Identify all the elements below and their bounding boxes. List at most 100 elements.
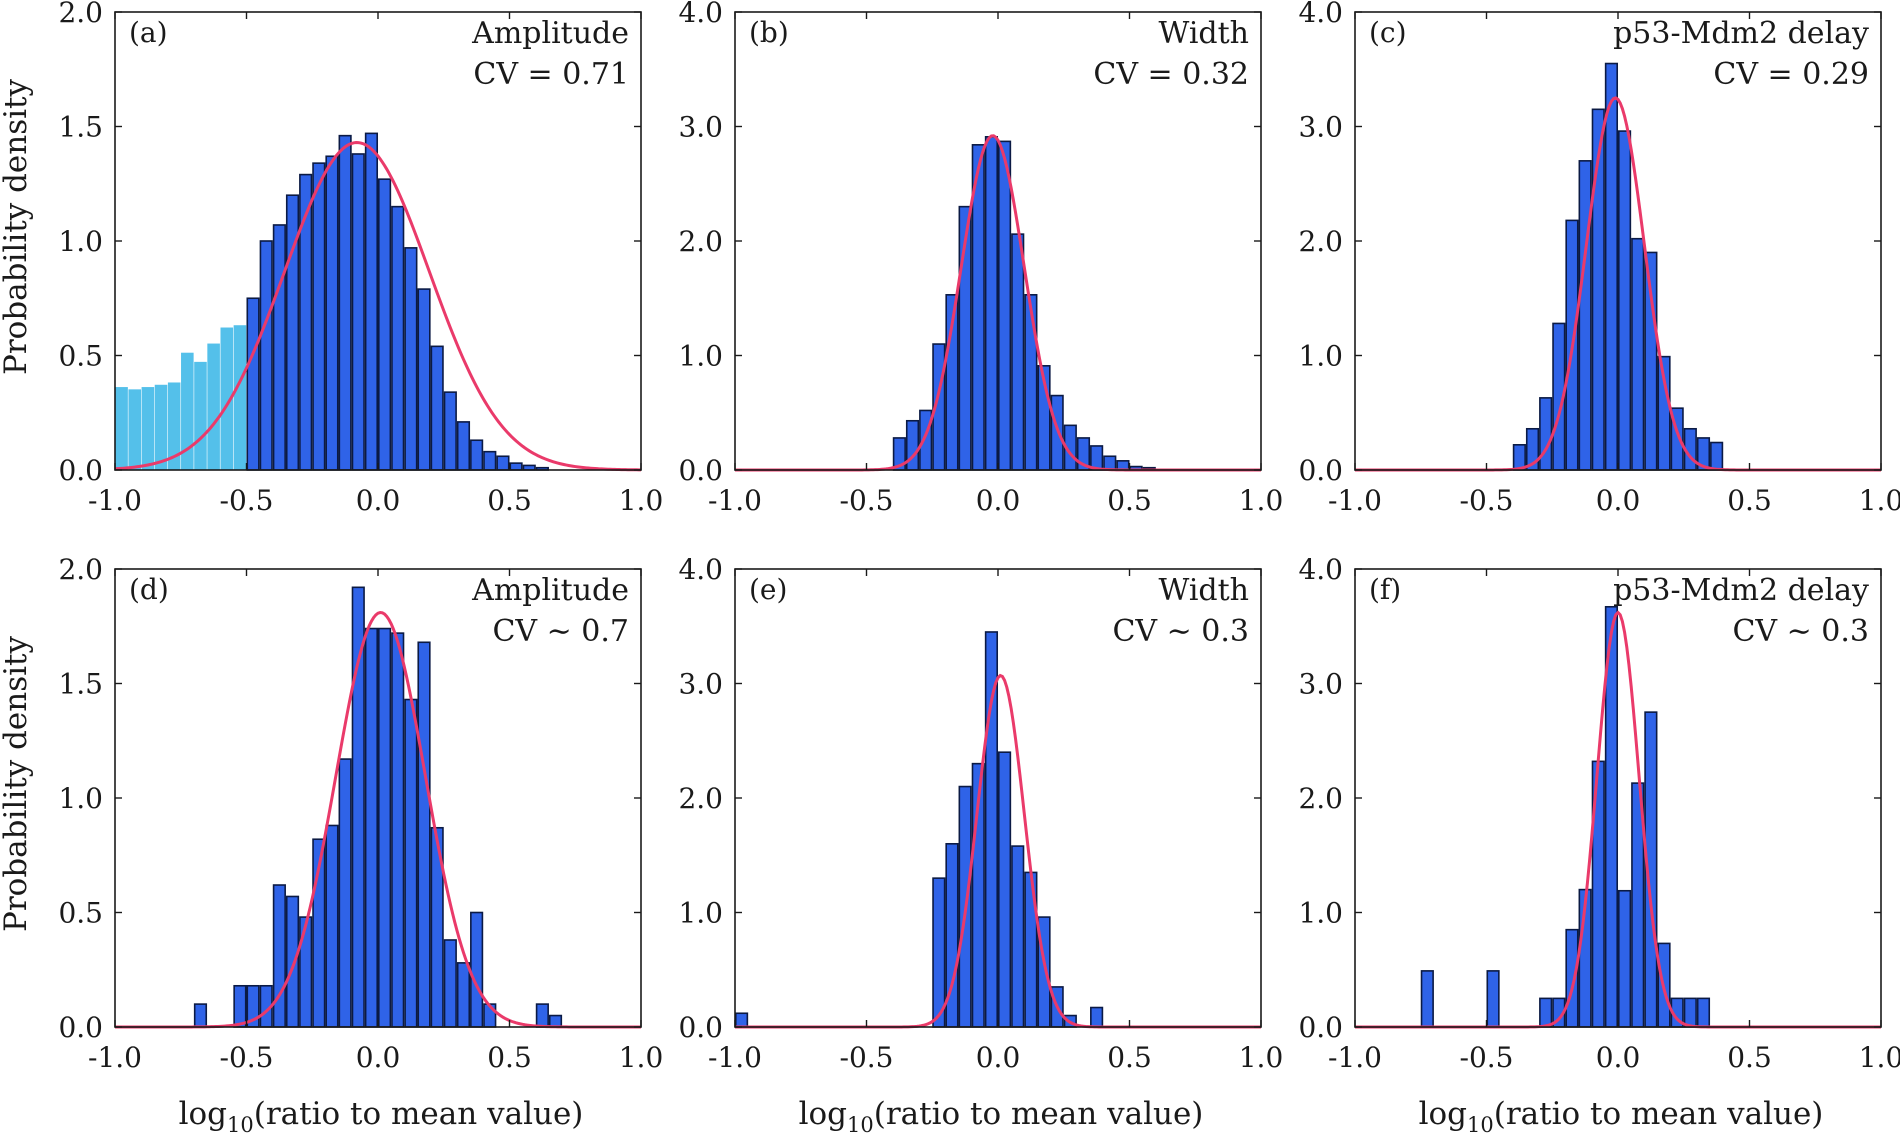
x-tick-label: 0.5 [1107,1041,1152,1074]
y-tick-label: 4.0 [678,0,723,29]
x-axis-label-suffix: (ratio to mean value) [254,1096,584,1132]
panel-b: -1.0 -0.5 0.0 0.5 1.0 0.0 1.0 2.0 3.0 4.0 (b) Width… [678,0,1283,517]
histogram-bar [299,916,313,1028]
histogram-bar [1683,997,1697,1028]
y-tick-label: 1.0 [678,897,723,930]
y-tick-label: 0.0 [678,454,723,487]
histogram-bar-excluded [194,361,207,471]
histogram-bar [1103,455,1117,471]
panel-c: -1.0 -0.5 0.0 0.5 1.0 0.0 1.0 2.0 3.0 4.0 (c) p53-M… [1298,0,1900,517]
gaussian-fit-curve [114,141,642,472]
x-tick-label: 1.0 [1859,1041,1900,1074]
histogram-bar [456,962,471,1028]
histogram-bar [1710,441,1724,471]
x-tick-label: -1.0 [88,1041,142,1074]
y-tick-label: 2.0 [1298,225,1343,258]
histogram-bar [509,462,523,471]
histogram-bar [364,132,379,471]
x-tick-label: -1.0 [88,484,142,517]
y-tick-label: 1.0 [1298,897,1343,930]
panel-cv: CV ∼ 0.3 [1112,614,1249,649]
histogram-bar [404,698,418,1028]
y-tick-label: 3.0 [1298,668,1343,701]
x-axis-label-prefix: log [1419,1096,1467,1132]
histogram-bar [1024,294,1038,471]
histogram-bar [443,391,457,471]
y-tick-label: 1.5 [58,668,103,701]
figure-labels: Probability density Probability density … [0,79,1823,1136]
y-tick-label: 1.0 [678,340,723,373]
panel-tag: (e) [749,573,787,606]
x-tick-label: 1.0 [1859,484,1900,517]
y-tick-label: 4.0 [678,553,723,586]
histogram-bar [919,409,933,471]
histogram-bar [984,136,999,471]
y-tick-label: 0.5 [58,897,103,930]
histogram-bar [932,877,946,1028]
x-tick-label: -1.0 [1328,1041,1382,1074]
x-tick-label: 0.0 [356,1041,401,1074]
histogram-bar [364,627,379,1028]
histogram-bar [259,240,273,471]
panels: -1.0 -0.5 0.0 0.5 1.0 0.0 0.5 1.0 1.5 2.0 (a) Ampli… [58,0,1900,1074]
histogram-bar [430,345,444,471]
x-tick-label: -0.5 [220,1041,274,1074]
x-axis-label-prefix: log [799,1096,847,1132]
panel-tag: (c) [1369,16,1407,49]
y-tick-label: 1.0 [1298,340,1343,373]
x-axis-label-left: log10(ratio to mean value) [179,1096,584,1136]
panel-cv: CV = 0.32 [1093,57,1249,92]
histogram-bar [351,586,365,1028]
histogram-bar [1604,62,1619,471]
histogram-bar-excluded [128,389,142,471]
panel-f: -1.0 -0.5 0.0 0.5 1.0 0.0 1.0 2.0 3.0 4.0 (f) p53-M… [1298,553,1900,1074]
x-tick-label: 1.0 [619,1041,664,1074]
histogram-bar [338,758,352,1028]
y-axis-label-bottom: Probability density [0,636,34,933]
panel-cv: CV ∼ 0.7 [492,614,629,649]
histogram-bar-excluded [233,325,247,471]
histogram-bar [1420,970,1434,1028]
histogram-bar [1539,997,1553,1028]
y-tick-label: 3.0 [678,668,723,701]
y-tick-label: 0.0 [678,1011,723,1044]
histogram-bar [1696,997,1711,1028]
x-tick-label: 0.0 [1596,484,1641,517]
histogram-bar [1050,394,1064,471]
histogram-bar [338,134,352,471]
y-tick-label: 0.0 [58,454,103,487]
histogram-bar [325,824,339,1028]
histogram-bar [535,1003,549,1028]
y-tick-label: 1.0 [58,225,103,258]
panel-tag: (b) [749,16,789,49]
histogram-bar [1539,397,1553,471]
histogram-bar [272,224,286,471]
histogram-bar [325,155,339,471]
histogram-bar [285,895,300,1028]
x-tick-label: 1.0 [1239,484,1284,517]
histogram-bar [193,1003,208,1028]
y-tick-label: 0.0 [1298,454,1343,487]
panel-title: p53-Mdm2 delay [1613,573,1869,608]
y-tick-label: 1.0 [58,782,103,815]
panel-cv: CV = 0.71 [473,57,629,92]
x-tick-label: 0.0 [976,1041,1021,1074]
histogram-bar [496,455,510,471]
histogram-bar [1011,845,1025,1028]
histogram-bar [456,421,471,471]
histogram-bar [377,627,392,1028]
histogram-bar [312,162,326,471]
x-tick-label: 1.0 [1239,1041,1284,1074]
histogram-bar-excluded [207,343,220,471]
panel-title: Width [1159,573,1249,608]
y-axis-label-top: Probability density [0,79,34,376]
panel-tag: (f) [1369,573,1401,606]
histogram-bar [246,297,260,471]
x-tick-label: 0.5 [487,1041,532,1074]
panel-cv: CV = 0.29 [1713,57,1869,92]
x-tick-label: -1.0 [708,1041,762,1074]
histogram-bar [1617,889,1632,1028]
y-tick-label: 0.0 [58,1011,103,1044]
x-axis-label-subscript: 10 [1467,1113,1494,1136]
